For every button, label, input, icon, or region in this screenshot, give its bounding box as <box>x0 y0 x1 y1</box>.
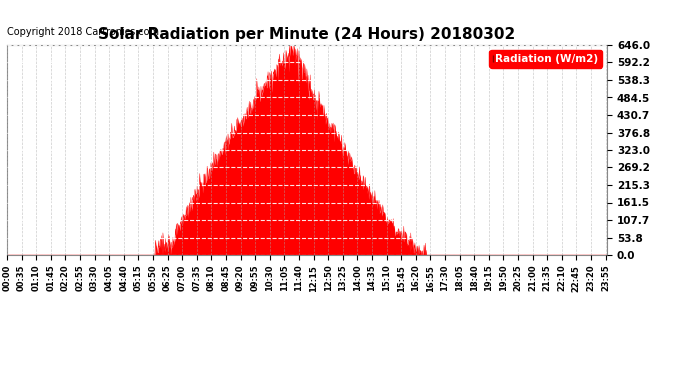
Text: Copyright 2018 Cartronics.com: Copyright 2018 Cartronics.com <box>7 27 159 37</box>
Title: Solar Radiation per Minute (24 Hours) 20180302: Solar Radiation per Minute (24 Hours) 20… <box>99 27 515 42</box>
Legend: Radiation (W/m2): Radiation (W/m2) <box>489 50 602 68</box>
